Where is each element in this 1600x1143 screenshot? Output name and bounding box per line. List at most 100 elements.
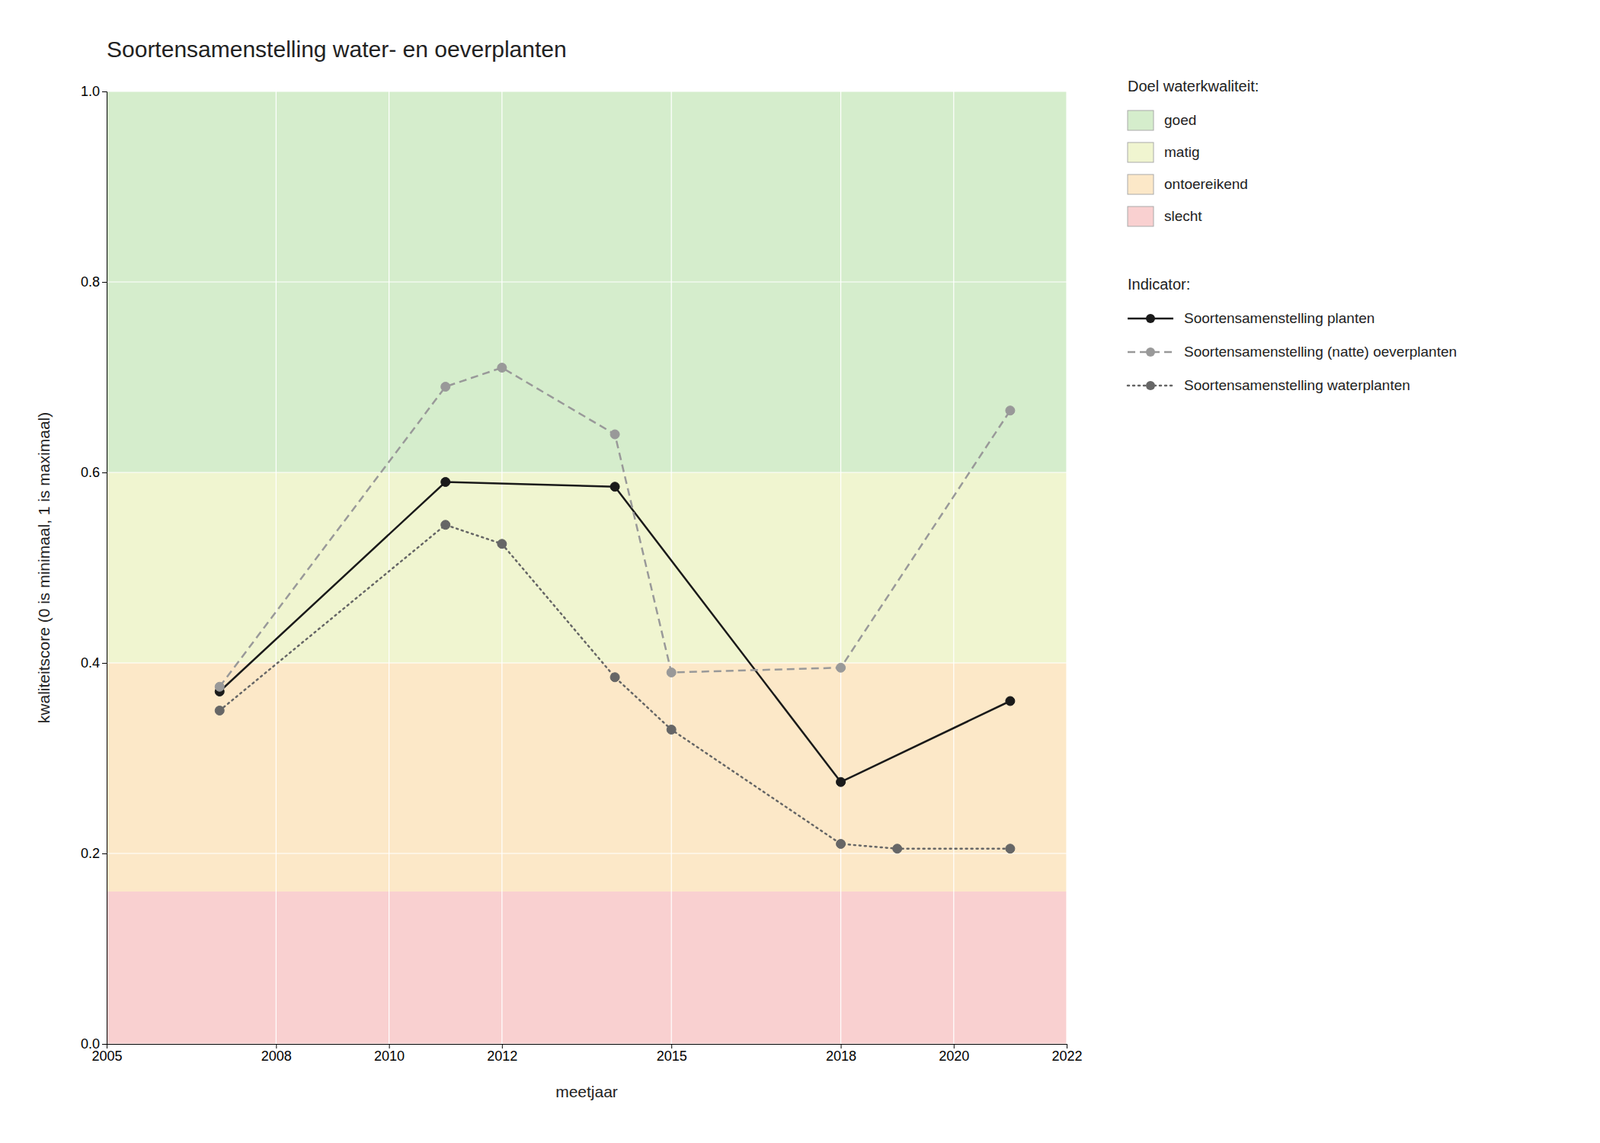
data-point	[441, 477, 451, 487]
x-tick-label: 2008	[261, 1048, 292, 1064]
series	[214, 520, 1015, 854]
y-tick-mark	[102, 91, 107, 93]
grid-line	[953, 91, 954, 1044]
quality-band	[106, 891, 1067, 1044]
series-marks	[214, 363, 1015, 854]
y-tick: 0.8	[80, 274, 107, 290]
series	[214, 363, 1015, 692]
legend-swatch	[1127, 174, 1154, 195]
data-point	[610, 429, 620, 439]
legend-entry: Soortensamenstelling waterplanten	[1184, 377, 1411, 394]
data-point	[610, 672, 620, 682]
y-tick-label: 0.0	[80, 1036, 100, 1052]
legend-entry: slecht	[1164, 208, 1203, 224]
legend-entry: Soortensamenstelling planten	[1184, 310, 1375, 327]
y-tick: 1.0	[80, 83, 107, 100]
legend-entry: Soortensamenstelling (natte) oeverplante…	[1184, 343, 1457, 360]
y-tick: 0.0	[80, 1036, 107, 1052]
y-axis-line	[102, 92, 108, 1045]
legend-swatch	[1127, 206, 1154, 227]
x-axis: 20052008201020122015201820202022	[91, 1043, 1082, 1064]
legend-quality: Doel waterkwaliteit: goed matig ontoereiken…	[1127, 77, 1259, 227]
data-point	[836, 839, 846, 849]
plot-area: 200520082010201220152018202020220.00.20.…	[80, 83, 1083, 1064]
legend-marker	[1145, 347, 1156, 357]
legend-swatch	[1127, 142, 1154, 163]
grid-line	[106, 471, 1067, 473]
x-tick: 2022	[1051, 1043, 1082, 1064]
data-point	[1005, 406, 1015, 416]
y-tick-mark	[102, 662, 107, 664]
y-tick-mark	[102, 281, 107, 283]
x-tick-label: 2012	[486, 1048, 518, 1064]
y-tick-label: 0.6	[80, 464, 100, 480]
data-point	[836, 777, 846, 787]
data-point	[666, 725, 676, 735]
legend-title: Doel waterkwaliteit:	[1127, 77, 1259, 95]
legend-entry: goed	[1164, 112, 1197, 128]
grid-line	[501, 91, 503, 1044]
x-tick: 2010	[374, 1043, 405, 1064]
y-tick: 0.6	[80, 464, 107, 480]
y-axis: 0.0 0.2 0.4 0.6 0.8 1.0	[80, 83, 108, 1052]
grid-line	[840, 91, 842, 1044]
legend-entry: matig	[1164, 144, 1200, 160]
grid-line	[275, 91, 277, 1044]
x-tick: 2012	[486, 1043, 518, 1064]
data-point	[836, 662, 846, 672]
grid-line	[106, 90, 1067, 92]
x-tick-label: 2018	[825, 1048, 857, 1064]
x-tick-label: 2022	[1051, 1048, 1082, 1064]
x-tick: 2018	[825, 1043, 857, 1064]
data-point	[892, 844, 903, 854]
data-point	[610, 482, 620, 492]
data-point	[441, 382, 451, 392]
legend-title: Indicator:	[1127, 275, 1191, 293]
y-tick: 0.4	[80, 655, 107, 671]
x-axis-line	[107, 1044, 1068, 1050]
y-axis-title: kwaliteitscore (0 is minimaal, 1 is maxi…	[35, 412, 53, 724]
y-tick-label: 1.0	[80, 83, 100, 100]
x-axis-title: meetjaar	[555, 1082, 618, 1101]
y-tick-mark	[102, 472, 107, 474]
quality-band	[106, 472, 1067, 663]
x-tick-label: 2020	[938, 1048, 970, 1064]
y-tick-mark	[102, 1043, 107, 1045]
data-point	[441, 520, 451, 530]
data-point	[1005, 844, 1015, 854]
grid-line	[1065, 91, 1067, 1044]
grid-line	[388, 91, 390, 1044]
y-tick-label: 0.8	[80, 274, 100, 290]
data-point	[214, 681, 224, 692]
grid-line	[671, 91, 672, 1044]
legend-marker	[1145, 380, 1156, 391]
series	[214, 477, 1015, 788]
grid	[106, 91, 1067, 1044]
legend-indicator: Indicator: Soortensamenstelling planten So…	[1127, 275, 1457, 394]
x-tick: 2008	[261, 1043, 292, 1064]
x-tick-label: 2015	[656, 1048, 688, 1064]
data-point	[666, 668, 676, 678]
y-tick: 0.2	[80, 845, 107, 861]
grid-line	[106, 281, 1067, 282]
quality-band	[106, 662, 1067, 892]
data-point	[497, 363, 507, 373]
bands	[106, 91, 1067, 1044]
legend-marker	[1145, 313, 1156, 324]
x-tick: 2015	[656, 1043, 688, 1064]
series-line	[219, 524, 1011, 849]
data-point	[497, 539, 507, 549]
quality-band	[106, 91, 1067, 473]
grid-line	[106, 852, 1067, 854]
x-tick-label: 2010	[374, 1048, 405, 1064]
x-tick: 2020	[938, 1043, 970, 1064]
legend-swatch	[1127, 110, 1154, 131]
y-tick-label: 0.4	[80, 655, 100, 671]
data-point	[1005, 696, 1015, 706]
y-tick-mark	[102, 853, 107, 855]
series-line	[219, 368, 1011, 688]
data-point	[214, 706, 224, 716]
y-tick-label: 0.2	[80, 845, 100, 861]
legend-entry: ontoereikend	[1164, 176, 1248, 192]
series-line	[219, 482, 1011, 783]
